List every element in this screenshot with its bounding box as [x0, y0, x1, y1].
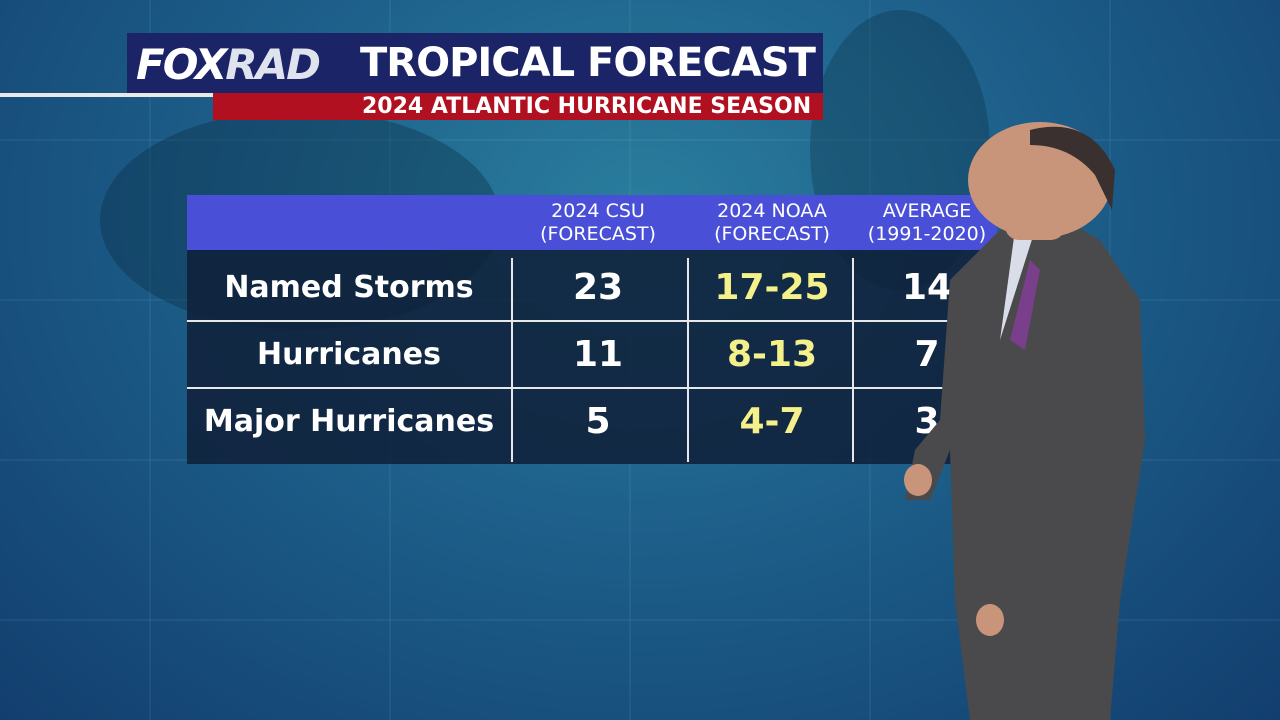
row-divider — [187, 320, 997, 322]
column-header-line: (FORECAST) — [714, 223, 830, 245]
table-header — [187, 195, 997, 250]
column-divider — [852, 258, 854, 462]
logo-rad: RAD — [225, 40, 321, 89]
column-divider — [687, 258, 689, 462]
logo-fox: FOX — [136, 40, 227, 89]
cell: 7 — [914, 334, 940, 375]
column-header-line: (1991-2020) — [867, 223, 987, 245]
cell: 11 — [572, 334, 624, 375]
title-bar — [127, 33, 823, 93]
column-header: 2024 NOAA (FORECAST) — [687, 200, 857, 246]
row-divider — [187, 387, 997, 389]
table-body — [187, 250, 997, 464]
logo: FOXRAD — [136, 40, 321, 89]
title: TROPICAL FORECAST — [360, 40, 816, 86]
column-header-line: 2024 CSU — [551, 200, 645, 222]
column-header-line: AVERAGE — [882, 200, 972, 222]
column-header: 2024 CSU (FORECAST) — [513, 200, 683, 246]
cell: 14 — [901, 267, 953, 308]
cell: 4-7 — [739, 401, 805, 442]
row-label: Major Hurricanes — [203, 404, 495, 439]
cell: 8-13 — [726, 334, 818, 375]
header-rule — [0, 93, 215, 97]
cell: 17-25 — [714, 267, 830, 308]
cell: 23 — [572, 267, 624, 308]
column-divider — [511, 258, 513, 462]
subtitle: 2024 ATLANTIC HURRICANE SEASON — [362, 94, 812, 119]
row-label: Hurricanes — [257, 337, 441, 372]
subtitle-bar — [213, 93, 823, 120]
cell: 5 — [585, 401, 611, 442]
column-header-line: 2024 NOAA — [717, 200, 827, 222]
column-header-line: (FORECAST) — [540, 223, 656, 245]
column-header: AVERAGE (1991-2020) — [842, 200, 1012, 246]
presenter — [904, 122, 1145, 720]
row-label: Named Storms — [224, 270, 474, 305]
